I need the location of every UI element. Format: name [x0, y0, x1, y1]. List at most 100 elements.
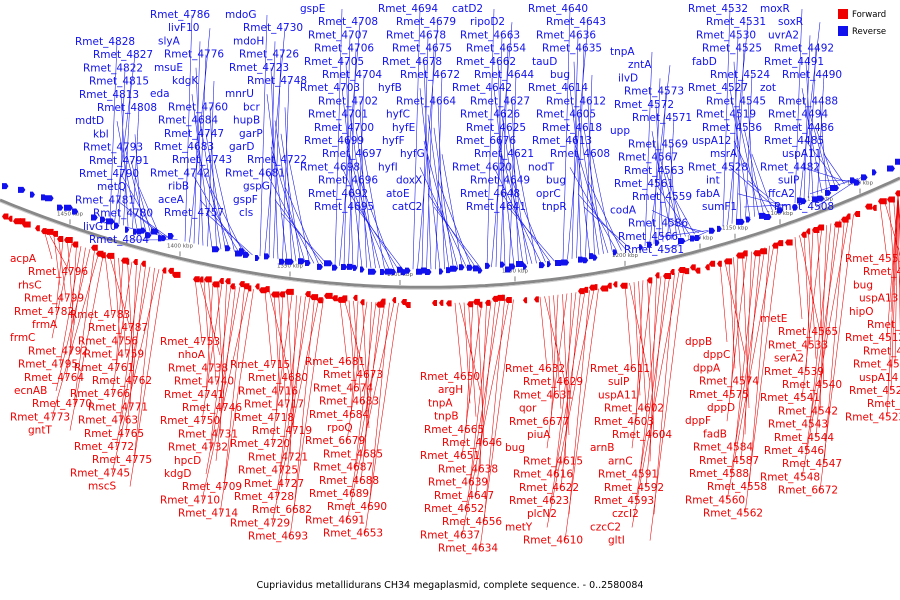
- forward-gene-leader: [564, 288, 599, 541]
- forward-gene-leader: [649, 270, 684, 541]
- forward-gene-label: dppC: [703, 349, 730, 361]
- forward-gene-leader: [104, 253, 113, 316]
- reverse-gene-label: Rmet_4675: [392, 43, 452, 55]
- reverse-gene-label: Rmet_4786: [150, 9, 210, 21]
- forward-gene: [583, 286, 589, 293]
- forward-gene-leader: [49, 235, 71, 273]
- forward-gene: [392, 297, 397, 304]
- forward-gene: [500, 294, 505, 301]
- forward-gene-leader: [113, 256, 121, 342]
- forward-gene-label: Rmet_4756: [78, 335, 138, 347]
- reverse-gene-leader: [500, 48, 509, 267]
- reverse-gene-label: mdoH: [233, 35, 264, 47]
- reverse-gene-leader: [124, 147, 147, 232]
- forward-gene-leader: [203, 279, 211, 369]
- reverse-gene: [450, 265, 458, 272]
- forward-gene-label: Rmet_4771: [88, 401, 148, 413]
- forward-gene-leader: [219, 284, 227, 435]
- reverse-gene-leader: [644, 51, 653, 246]
- reverse-gene-label: Rmet_4683: [154, 141, 214, 153]
- reverse-gene-label: zntA: [628, 59, 652, 71]
- forward-gene-leader: [740, 248, 761, 461]
- forward-gene-label: Rmet_4616: [513, 469, 573, 481]
- forward-gene: [772, 242, 779, 249]
- forward-gene-label: Rmet_4551: [845, 253, 900, 265]
- reverse-gene-leader: [205, 133, 226, 251]
- forward-gene: [785, 239, 793, 246]
- reverse-gene-leader: [116, 200, 165, 237]
- forward-gene-label: gltI: [608, 535, 625, 547]
- forward-gene-leader: [819, 214, 854, 491]
- forward-gene-leader: [118, 257, 127, 355]
- forward-gene: [878, 198, 887, 205]
- forward-gene-label: gntT: [28, 425, 52, 437]
- forward-gene: [485, 299, 491, 306]
- forward-gene: [52, 230, 59, 237]
- forward-gene-label: Rmet_4615: [523, 455, 583, 467]
- forward-gene-leader: [799, 235, 821, 333]
- forward-gene-leader: [809, 223, 832, 425]
- reverse-gene-label: mdtD: [75, 115, 104, 127]
- reverse-gene-label: Rmet_4644: [474, 69, 534, 81]
- reverse-gene-label: tauD: [532, 56, 557, 68]
- backbone-arc: [0, 176, 900, 289]
- reverse-gene: [561, 259, 570, 266]
- reverse-gene-leader: [507, 127, 528, 265]
- forward-gene: [777, 240, 784, 247]
- forward-gene-leader: [635, 274, 671, 502]
- forward-gene-leader: [287, 294, 295, 432]
- forward-gene-label: Rmet_4716: [238, 385, 298, 397]
- reverse-gene: [523, 263, 528, 270]
- reverse-gene: [385, 268, 394, 275]
- forward-gene-leader: [199, 278, 221, 356]
- forward-gene-label: serA2: [774, 353, 804, 365]
- forward-gene-label: Rmet_4741: [164, 389, 224, 401]
- reverse-gene-leader: [345, 140, 381, 269]
- reverse-gene-label: Rmet_4827: [93, 49, 153, 61]
- forward-gene-leader: [208, 280, 217, 382]
- reverse-gene-leader: [270, 146, 306, 263]
- forward-gene: [663, 273, 672, 280]
- forward-gene: [854, 210, 861, 217]
- forward-gene-label: bug: [853, 279, 873, 291]
- reverse-gene-label: gspF: [233, 194, 258, 206]
- forward-gene-label: Rmet_4729: [230, 517, 290, 529]
- forward-gene-leader: [894, 194, 899, 365]
- reverse-gene-leader: [805, 61, 814, 197]
- forward-gene-leader: [805, 219, 841, 452]
- reverse-gene-leader: [665, 170, 686, 237]
- forward-gene: [473, 298, 480, 305]
- reverse-gene-label: Rmet_4485: [764, 135, 824, 147]
- reverse-gene-label: nodT: [528, 161, 555, 173]
- forward-gene: [865, 203, 873, 210]
- forward-gene-leader: [289, 295, 297, 458]
- reverse-gene-label: Rmet_4643: [546, 16, 606, 28]
- forward-gene-leader: [368, 302, 390, 508]
- reverse-gene-leader: [587, 180, 622, 251]
- forward-gene-label: Rmet_6679: [305, 435, 365, 447]
- forward-gene-leader: [264, 290, 273, 366]
- reverse-gene-leader: [209, 186, 244, 254]
- forward-gene-leader: [115, 266, 151, 448]
- forward-gene-label: Rmet_4674: [313, 382, 373, 394]
- reverse-gene-label: Rmet_4508: [774, 201, 834, 213]
- forward-gene-leader: [129, 270, 164, 487]
- forward-gene-leader: [463, 302, 471, 404]
- forward-gene: [578, 288, 585, 295]
- reverse-gene-leader: [669, 223, 704, 232]
- reverse-gene: [125, 226, 130, 233]
- reverse-gene-label: Rmet_6676: [456, 135, 516, 147]
- forward-gene: [607, 282, 612, 289]
- reverse-gene-label: hyfG: [400, 148, 425, 160]
- forward-gene-label: Rmet_4562: [703, 508, 763, 520]
- reverse-gene-leader: [497, 140, 533, 264]
- reverse-gene-label: Rmet_4726: [239, 49, 299, 61]
- reverse-gene-label: Rmet_4586: [628, 218, 688, 230]
- reverse-gene-leader: [198, 54, 207, 245]
- reverse-gene-leader: [118, 68, 126, 225]
- reverse-gene-leader: [673, 197, 695, 235]
- reverse-gene-leader: [495, 35, 503, 267]
- forward-gene-leader: [477, 301, 485, 444]
- reverse-gene-label: bcr: [243, 101, 260, 113]
